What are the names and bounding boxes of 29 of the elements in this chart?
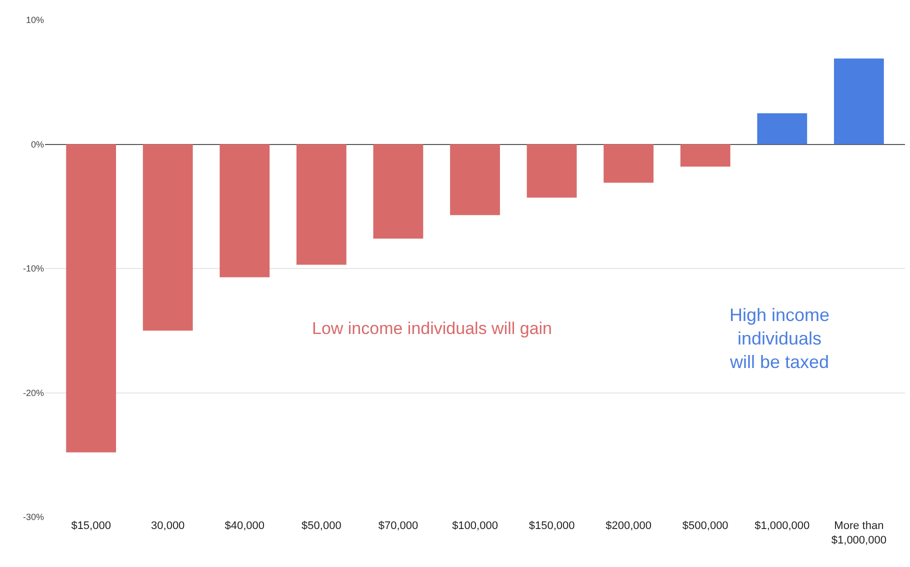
x-tick-label: $40,000	[224, 520, 265, 532]
bar	[220, 144, 270, 278]
bar	[142, 144, 193, 331]
y-tick-label: -30%	[22, 512, 44, 522]
bar	[66, 144, 116, 452]
x-tick-label: 30,000	[151, 520, 185, 532]
bar	[450, 144, 500, 216]
x-tick-label: $50,000	[302, 520, 342, 532]
bar	[680, 144, 730, 167]
bar	[757, 113, 808, 144]
y-tick-label: 0%	[30, 139, 44, 150]
annotation: High income individuals will be taxed	[729, 305, 830, 372]
x-tick-label: $100,000	[452, 520, 498, 532]
bar	[526, 144, 577, 198]
bar	[373, 144, 424, 239]
x-tick-label: $15,000	[71, 520, 111, 532]
x-tick-label: $70,000	[378, 520, 418, 532]
x-tick-label: $200,000	[606, 520, 652, 532]
bar	[296, 144, 346, 265]
x-tick-label: More than $1,000,000	[831, 520, 886, 546]
x-tick-label: $1,000,000	[754, 520, 810, 532]
bar	[604, 144, 654, 183]
y-tick-label: -10%	[22, 264, 44, 274]
x-tick-label: $150,000	[528, 520, 575, 532]
bar	[834, 58, 884, 144]
annotation: Low income individuals will gain	[312, 319, 552, 338]
x-tick-label: $500,000	[682, 520, 728, 532]
y-tick-label: -20%	[22, 388, 44, 398]
y-tick-label: 10%	[26, 15, 44, 26]
